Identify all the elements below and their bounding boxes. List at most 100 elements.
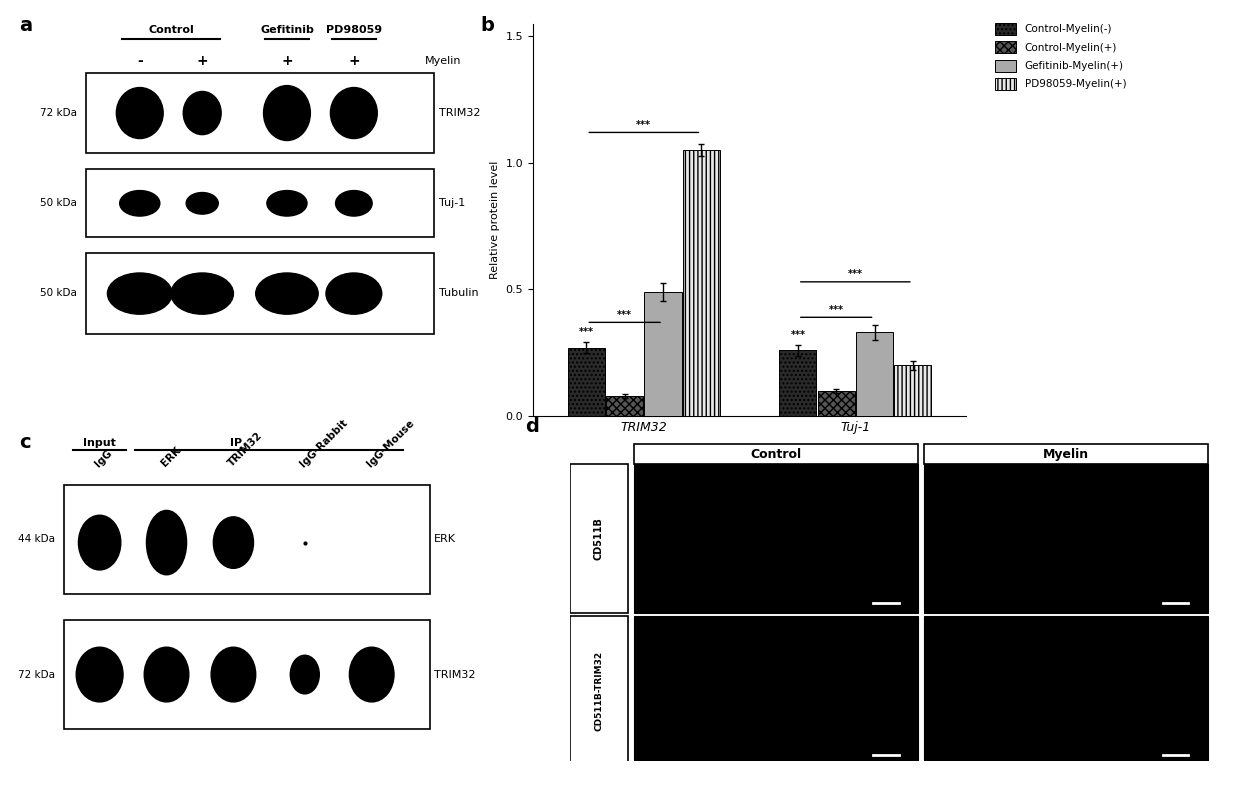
Text: TRIM32: TRIM32: [439, 108, 479, 118]
Bar: [64, 620, 430, 729]
Ellipse shape: [285, 202, 294, 210]
Ellipse shape: [370, 672, 379, 689]
Ellipse shape: [224, 535, 233, 550]
Ellipse shape: [341, 107, 348, 130]
Ellipse shape: [297, 669, 305, 680]
Ellipse shape: [201, 281, 211, 301]
Ellipse shape: [359, 292, 370, 302]
Ellipse shape: [294, 292, 305, 302]
Ellipse shape: [183, 92, 222, 135]
Ellipse shape: [255, 273, 318, 314]
Ellipse shape: [191, 108, 197, 127]
Ellipse shape: [343, 105, 354, 120]
Ellipse shape: [336, 191, 372, 216]
Ellipse shape: [349, 647, 394, 702]
Text: +: +: [281, 54, 292, 68]
Ellipse shape: [273, 287, 287, 299]
Bar: [818, 391, 855, 416]
Ellipse shape: [346, 199, 354, 206]
Ellipse shape: [285, 111, 295, 127]
Text: 44 kDa: 44 kDa: [19, 535, 55, 544]
Ellipse shape: [202, 197, 207, 207]
Ellipse shape: [221, 667, 228, 693]
Text: ***: ***: [829, 305, 844, 315]
Ellipse shape: [124, 287, 140, 299]
Ellipse shape: [353, 195, 359, 208]
Ellipse shape: [188, 280, 207, 296]
Ellipse shape: [290, 655, 320, 694]
Text: Tubulin: Tubulin: [439, 288, 478, 298]
Ellipse shape: [209, 292, 221, 302]
Ellipse shape: [99, 658, 107, 685]
Ellipse shape: [233, 658, 239, 685]
Text: c: c: [20, 433, 31, 452]
Ellipse shape: [359, 667, 366, 693]
Ellipse shape: [125, 280, 145, 296]
Ellipse shape: [195, 196, 204, 205]
Ellipse shape: [121, 288, 131, 307]
Ellipse shape: [171, 672, 180, 686]
Bar: [634, 444, 918, 465]
Ellipse shape: [286, 195, 292, 208]
Ellipse shape: [359, 111, 368, 124]
Bar: [924, 465, 1208, 613]
Ellipse shape: [98, 540, 107, 557]
Ellipse shape: [307, 673, 313, 683]
Legend: Control-Myelin(-), Control-Myelin(+), Gefitinib-Myelin(+), PD98059-Myelin(+): Control-Myelin(-), Control-Myelin(+), Ge…: [994, 21, 1129, 92]
Ellipse shape: [206, 203, 212, 208]
Ellipse shape: [353, 281, 362, 301]
Ellipse shape: [154, 667, 161, 693]
Bar: [779, 350, 817, 416]
Ellipse shape: [146, 510, 187, 575]
Ellipse shape: [362, 666, 372, 682]
Text: ***: ***: [637, 120, 652, 130]
Ellipse shape: [275, 200, 282, 212]
Text: 50 kDa: 50 kDa: [41, 198, 77, 208]
Ellipse shape: [104, 540, 112, 554]
Bar: [634, 465, 918, 613]
Ellipse shape: [362, 657, 375, 677]
Text: IgG: IgG: [93, 447, 114, 469]
Ellipse shape: [278, 195, 290, 205]
Ellipse shape: [193, 99, 204, 115]
Ellipse shape: [342, 280, 358, 296]
Ellipse shape: [343, 97, 357, 116]
Text: CD511B: CD511B: [593, 517, 603, 560]
Ellipse shape: [296, 670, 301, 688]
Ellipse shape: [199, 292, 213, 305]
Ellipse shape: [88, 535, 94, 560]
Ellipse shape: [264, 86, 310, 141]
Ellipse shape: [273, 280, 291, 296]
Ellipse shape: [232, 672, 242, 689]
Ellipse shape: [343, 200, 349, 212]
Ellipse shape: [276, 104, 287, 121]
Text: ***: ***: [790, 330, 805, 340]
Text: 50 kDa: 50 kDa: [41, 288, 77, 298]
Bar: [924, 616, 1208, 765]
Ellipse shape: [89, 535, 99, 550]
Ellipse shape: [358, 203, 364, 209]
Ellipse shape: [193, 107, 202, 119]
Bar: [570, 465, 628, 613]
Ellipse shape: [129, 97, 144, 116]
Ellipse shape: [89, 657, 103, 677]
Text: PD98059: PD98059: [326, 25, 382, 35]
Ellipse shape: [78, 515, 121, 570]
Ellipse shape: [274, 106, 281, 131]
Ellipse shape: [144, 203, 151, 209]
Ellipse shape: [341, 287, 354, 299]
Ellipse shape: [126, 107, 134, 130]
Ellipse shape: [222, 536, 228, 560]
Ellipse shape: [370, 658, 378, 685]
Bar: [924, 444, 1208, 465]
Bar: [64, 484, 430, 594]
Ellipse shape: [165, 672, 175, 689]
Text: ERK: ERK: [434, 535, 456, 544]
Ellipse shape: [144, 647, 188, 702]
Ellipse shape: [304, 673, 310, 685]
Ellipse shape: [156, 657, 170, 677]
Ellipse shape: [165, 539, 173, 560]
Ellipse shape: [291, 203, 299, 209]
Text: CD511B-TRIM32: CD511B-TRIM32: [595, 651, 603, 731]
Ellipse shape: [299, 662, 307, 677]
